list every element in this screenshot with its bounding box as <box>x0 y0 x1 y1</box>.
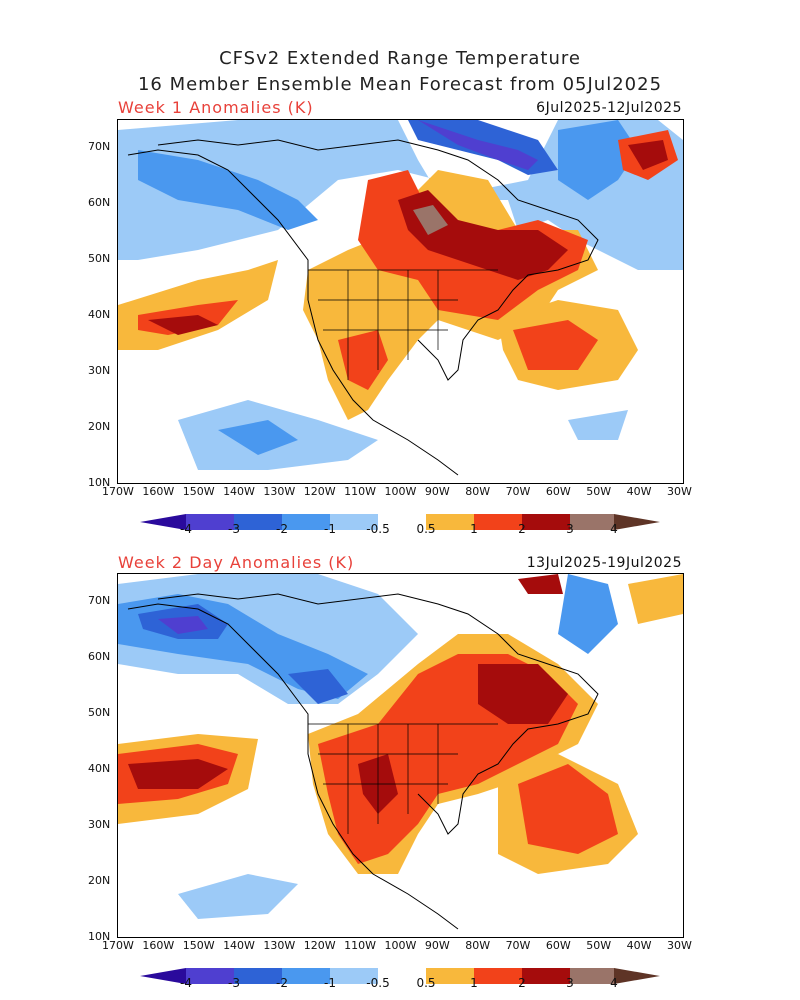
lon-label: 90W <box>425 485 450 498</box>
colorbar-2 <box>140 956 660 996</box>
panel2-map <box>117 573 684 938</box>
colorbar-label: -2 <box>276 976 288 990</box>
lon-label: 130W <box>263 939 295 952</box>
colorbar-label: -4 <box>180 522 192 536</box>
panel2-label: Week 2 Day Anomalies (K) <box>118 553 354 572</box>
lon-label: 130W <box>263 485 295 498</box>
lon-label: 100W <box>385 939 417 952</box>
colorbar-label: 1 <box>470 522 478 536</box>
lon-label: 110W <box>344 939 376 952</box>
colorbar-segment <box>186 968 234 984</box>
colorbar-label: 1 <box>470 976 478 990</box>
lon-label: 60W <box>546 485 571 498</box>
colorbar-segment <box>234 514 282 530</box>
colorbar-label: -4 <box>180 976 192 990</box>
lat-label: 20N <box>88 420 110 433</box>
lon-label: 50W <box>586 939 611 952</box>
lon-label: 140W <box>223 939 255 952</box>
lon-label: 60W <box>546 939 571 952</box>
colorbar-label: -1 <box>324 976 336 990</box>
warm-region <box>628 574 683 624</box>
lon-label: 120W <box>304 485 336 498</box>
colorbar-segment <box>282 514 330 530</box>
colorbar-label: -3 <box>228 522 240 536</box>
cool-region <box>558 574 618 654</box>
lon-label: 170W <box>102 939 134 952</box>
lat-label: 70N <box>88 140 110 153</box>
colorbar-label: -0.5 <box>366 522 389 536</box>
lon-label: 150W <box>183 485 215 498</box>
lat-label: 30N <box>88 364 110 377</box>
lon-label: 80W <box>465 485 490 498</box>
colorbar-1 <box>140 502 660 542</box>
lat-label: 50N <box>88 252 110 265</box>
panel1-dates: 6Jul2025-12Jul2025 <box>536 100 682 116</box>
chart-title-line1: CFSv2 Extended Range Temperature <box>0 48 800 69</box>
colorbar-segment <box>614 514 660 530</box>
lon-label: 30W <box>667 485 692 498</box>
colorbar-segment <box>522 968 570 984</box>
lat-label: 60N <box>88 650 110 663</box>
lon-label: 30W <box>667 939 692 952</box>
lon-label: 140W <box>223 485 255 498</box>
colorbar-label: 4 <box>610 522 618 536</box>
lon-label: 120W <box>304 939 336 952</box>
colorbar-label: -3 <box>228 976 240 990</box>
colorbar-segment <box>234 968 282 984</box>
lon-label: 80W <box>465 939 490 952</box>
chart-title-line2: 16 Member Ensemble Mean Forecast from 05… <box>0 74 800 95</box>
lon-label: 170W <box>102 485 134 498</box>
colorbar-label: 4 <box>610 976 618 990</box>
panel1-label: Week 1 Anomalies (K) <box>118 98 314 117</box>
panel2-dates: 13Jul2025-19Jul2025 <box>527 555 682 571</box>
colorbar-label: 2 <box>518 976 526 990</box>
lon-label: 50W <box>586 485 611 498</box>
lon-label: 70W <box>506 939 531 952</box>
lat-label: 30N <box>88 818 110 831</box>
colorbar-label: -2 <box>276 522 288 536</box>
lon-label: 90W <box>425 939 450 952</box>
lat-label: 20N <box>88 874 110 887</box>
lat-label: 50N <box>88 706 110 719</box>
lon-label: 110W <box>344 485 376 498</box>
cool-region <box>178 874 298 919</box>
lon-label: 40W <box>627 485 652 498</box>
colorbar-segment <box>614 968 660 984</box>
warm-region <box>518 574 563 594</box>
colorbar-label: 0.5 <box>416 976 435 990</box>
lon-label: 40W <box>627 939 652 952</box>
colorbar-segment <box>186 514 234 530</box>
colorbar-segment <box>570 968 614 984</box>
colorbar-label: -1 <box>324 522 336 536</box>
colorbar-label: 3 <box>566 976 574 990</box>
colorbar-segment <box>522 514 570 530</box>
colorbar-segment <box>474 514 522 530</box>
colorbar-segment <box>474 968 522 984</box>
colorbar-label: 3 <box>566 522 574 536</box>
cool-region <box>568 410 628 440</box>
lat-label: 40N <box>88 308 110 321</box>
panel1-map <box>117 119 684 484</box>
lat-label: 40N <box>88 762 110 775</box>
colorbar-segment <box>570 514 614 530</box>
colorbar-label: 2 <box>518 522 526 536</box>
lon-label: 100W <box>385 485 417 498</box>
lon-label: 160W <box>142 939 174 952</box>
colorbar-label: -0.5 <box>366 976 389 990</box>
lon-label: 160W <box>142 485 174 498</box>
colorbar-label: 0.5 <box>416 522 435 536</box>
lon-label: 70W <box>506 485 531 498</box>
lat-label: 60N <box>88 196 110 209</box>
lat-label: 70N <box>88 594 110 607</box>
lon-label: 150W <box>183 939 215 952</box>
colorbar-segment <box>282 968 330 984</box>
